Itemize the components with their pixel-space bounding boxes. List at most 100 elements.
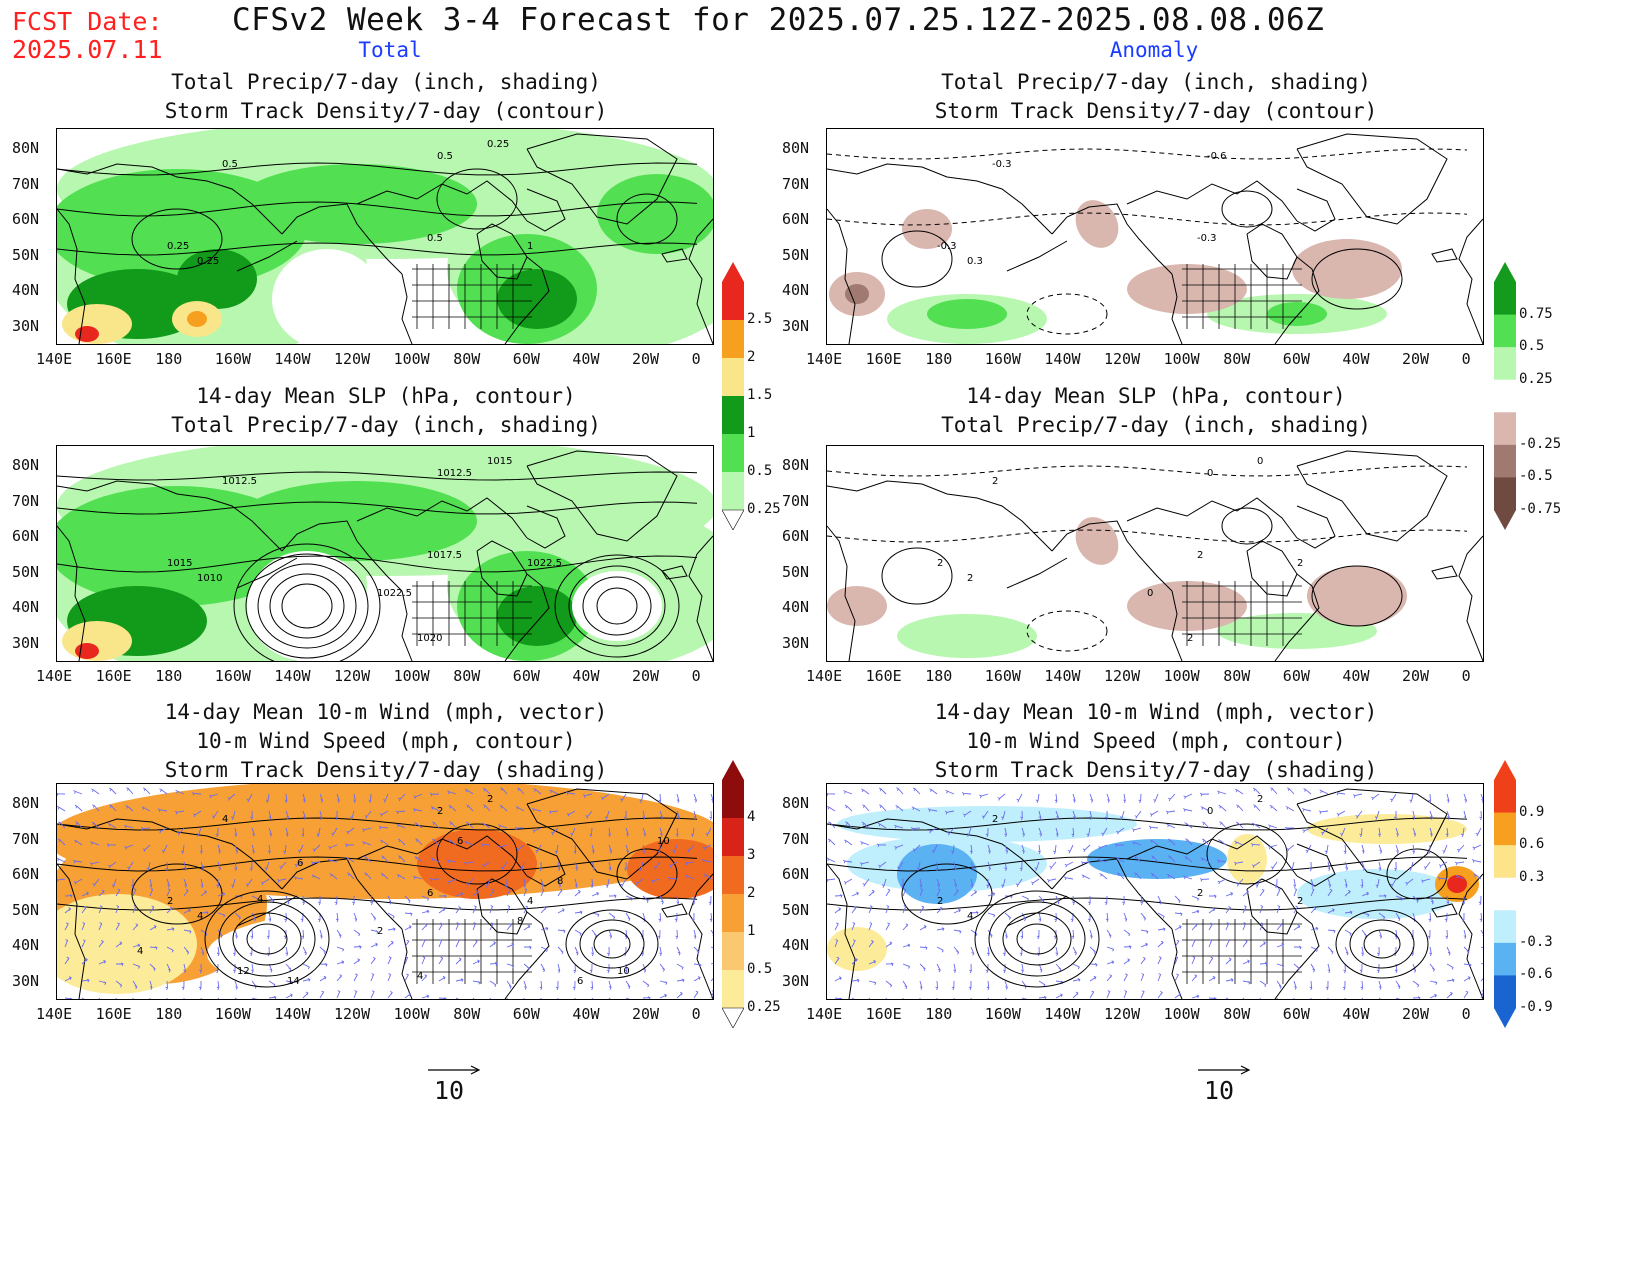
wind-vector <box>986 878 989 889</box>
wind-vector <box>574 997 576 999</box>
wind-vector <box>1428 912 1432 923</box>
longitude-label: 160E <box>95 1005 132 1023</box>
longitude-label: 80W <box>1223 350 1251 368</box>
wind-vector <box>623 861 627 872</box>
wind-vector <box>1378 844 1383 854</box>
wind-vector <box>1191 909 1200 914</box>
wind-vector <box>1290 861 1295 871</box>
colorbar-cap-bottom <box>1494 510 1516 530</box>
colorbar-label: 4 <box>747 809 756 825</box>
wind-vector <box>412 808 423 812</box>
wind-vector <box>667 876 678 881</box>
longitude-label: 60W <box>512 1005 540 1023</box>
shading <box>829 200 1402 344</box>
wind-speed-contour <box>974 890 1100 988</box>
wind-vector <box>64 956 70 965</box>
wind-vector <box>591 997 594 999</box>
wind-vector <box>200 946 205 956</box>
colorbar-label: -0.5 <box>1519 468 1553 485</box>
wind-vector <box>1374 810 1380 820</box>
wind-vector <box>387 895 392 905</box>
wind-vector <box>485 878 491 888</box>
wind-vector <box>979 793 989 799</box>
colorbar-swatch <box>1494 477 1516 511</box>
wind-vector <box>953 908 961 914</box>
coastlines <box>827 450 1483 661</box>
latitude-label: 80N <box>12 794 40 812</box>
wind-vector <box>1199 878 1210 882</box>
wind-vector <box>58 821 66 829</box>
wind-vector <box>639 793 644 804</box>
panel-title-line: 10-m Wind Speed (mph, contour) <box>966 729 1346 753</box>
wind-vector <box>1376 963 1380 974</box>
wind-vector <box>396 823 406 829</box>
wind-vector <box>591 844 595 854</box>
wind-vector <box>692 895 695 906</box>
wind-vector <box>953 861 957 871</box>
wind-vector <box>1081 874 1091 880</box>
coastline <box>526 450 678 542</box>
wind-vector <box>1342 980 1346 991</box>
wind-vector <box>591 929 597 938</box>
wind-vector <box>466 804 474 812</box>
wind-vector <box>936 946 944 953</box>
wind-vector <box>81 891 89 897</box>
wind-vector <box>659 963 666 972</box>
wind-vector <box>986 946 990 957</box>
wind-vector <box>997 793 1006 801</box>
colorbar-cap-top <box>722 760 744 780</box>
colorbar-swatches <box>722 262 744 530</box>
wind-vector <box>573 844 577 855</box>
wind-vector <box>1343 963 1347 974</box>
wind-vector <box>161 844 168 854</box>
wind-vector <box>1376 946 1380 957</box>
wind-vector <box>216 878 219 889</box>
precip-extreme <box>75 643 99 659</box>
contour-label: 1012.5 <box>437 468 472 479</box>
wind-vector <box>489 905 494 914</box>
wind-vector <box>1253 804 1261 812</box>
wind-vector <box>149 963 156 972</box>
wind-vector <box>1446 991 1453 999</box>
wind-vector <box>472 997 475 999</box>
wind-vector <box>1021 997 1028 999</box>
panel-title-line: Storm Track Density/7-day (shading) <box>934 758 1378 782</box>
wind-vector <box>177 827 185 836</box>
wind-vector <box>1035 793 1040 804</box>
wind-vector <box>574 878 578 888</box>
wind-vector <box>1293 924 1301 931</box>
reference-vector-total: 10 <box>426 1062 486 1112</box>
wind-vector <box>986 980 990 991</box>
wind-vector <box>604 810 610 820</box>
wind-vector <box>868 940 874 948</box>
wind-vector <box>472 905 477 914</box>
wind-vector <box>861 821 870 829</box>
longitude-label: 180 <box>925 350 953 368</box>
wind-vector <box>217 912 226 918</box>
longitude-label: 160W <box>214 667 251 685</box>
colorbar-swatch <box>722 970 744 1009</box>
wind-vector <box>1285 806 1295 812</box>
contour-label: 1012.5 <box>222 476 257 487</box>
wind-vector <box>1020 929 1024 940</box>
wind-vector <box>217 997 220 999</box>
isobar <box>596 587 638 625</box>
wind-vector <box>397 838 406 846</box>
wind-vector <box>572 980 576 991</box>
coastline <box>1274 573 1320 661</box>
wind-vector <box>132 888 137 897</box>
panel-title-line: 14-day Mean SLP (hPa, contour) <box>966 384 1346 408</box>
wind-vector <box>336 929 342 938</box>
colorbar-swatch <box>722 282 744 321</box>
wind-vector <box>574 861 579 871</box>
contour-label: 2 <box>1297 558 1303 569</box>
wind-vector <box>1167 838 1176 846</box>
wind-vector <box>268 980 276 987</box>
wind-vector <box>191 792 202 796</box>
wind-vector <box>1183 875 1193 880</box>
latitude-label: 70N <box>782 829 810 848</box>
wind-vector <box>970 997 972 999</box>
wind-vector <box>312 844 321 853</box>
longitude-label: 160E <box>95 667 132 685</box>
